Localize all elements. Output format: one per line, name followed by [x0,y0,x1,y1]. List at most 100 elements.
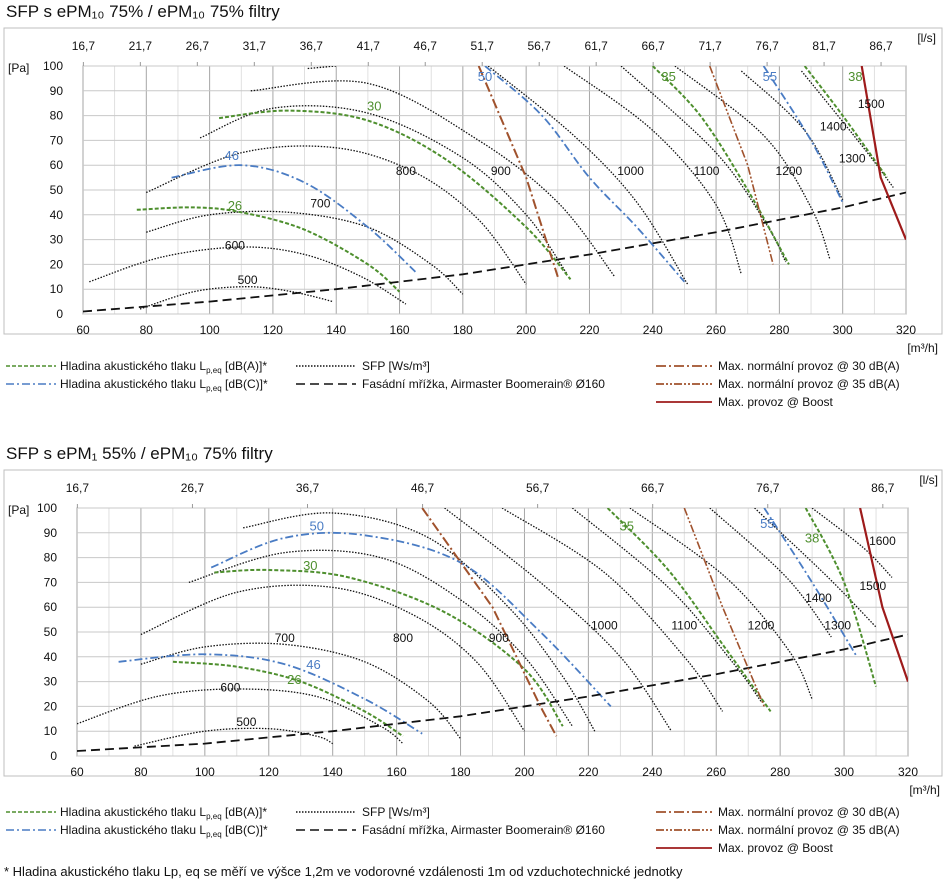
series-group [77,508,908,752]
y-tick-label: 30 [50,233,64,247]
y-tick-label: 0 [56,307,63,321]
sound-level-label: 26 [228,198,242,213]
x-tick-label: 120 [259,765,279,779]
legend-label: Max. provoz @ Boost [718,841,834,855]
x2-tick-label: 31,7 [243,39,267,53]
series-line-sfp [740,70,844,201]
legend-label: Max. provoz @ Boost [718,395,834,409]
series-line-dBA [214,568,564,727]
legend-label: Max. normální provoz @ 35 dB(A) [718,377,900,391]
legend-label: Fasádní mřížka, Airmaster Boomerain® Ø16… [362,377,605,391]
x-tick-label: 220 [578,765,598,779]
x2-tick-label: 56,7 [528,39,552,53]
series-line-dBA [804,508,877,687]
x-tick-label: 280 [770,765,790,779]
footnote: * Hladina akustického tlaku Lp, eq se mě… [4,864,683,879]
sound-level-label: 30 [367,99,381,114]
sfp-value-label: 1500 [858,97,885,111]
sound-level-label: 50 [478,69,492,84]
x2-tick-label: 21,7 [129,39,153,53]
sound-level-label: 55 [763,69,777,84]
x2-tick-label: 81,7 [812,39,836,53]
x-tick-label: 160 [390,323,410,337]
sfp-value-label: 1400 [820,119,847,133]
x-tick-label: 180 [453,323,473,337]
series-line-sfp [250,80,616,278]
sfp-value-label: 1500 [859,579,886,593]
series-line-max30 [477,66,559,278]
sound-level-label: 30 [303,558,317,573]
x-tick-label: 100 [195,765,215,779]
sound-level-label: 38 [848,69,862,84]
series-line-dBC [171,164,417,273]
x-tick-label: 160 [387,765,407,779]
y-tick-label: 10 [50,282,64,296]
y-tick-label: 40 [50,208,64,222]
x-tick-label: 260 [706,765,726,779]
sound-level-label: 35 [620,518,634,533]
series-line-sfp [811,508,893,578]
x-tick-label: 240 [642,765,662,779]
y-axis-label: [Pa] [8,503,29,517]
series-line-dBA [218,109,572,280]
x2-tick-label: 36,7 [296,481,320,495]
series-line-sfp [77,688,404,745]
sound-level-label: 55 [760,516,774,531]
y-tick-label: 100 [37,501,57,515]
legend-label: SFP [Ws/m³] [362,359,430,373]
x2-tick-label: 76,7 [755,39,779,53]
sfp-value-label: 900 [489,631,509,645]
x-tick-label: 320 [898,765,918,779]
series-line-grille [77,633,908,752]
series-line-dBC [484,66,686,283]
x-tick-label: 260 [706,323,726,337]
sfp-value-label: 900 [491,164,511,178]
chart-1-title: SFP s ePM₁₀ 75% / ePM₁₀ 75% filtry [6,2,280,21]
series-line-sfp [89,246,407,305]
legend-label: SFP [Ws/m³] [362,805,430,819]
series-line-sfp [140,584,526,732]
series-line-dBA [652,66,790,265]
x2-tick-label: 46,7 [411,481,435,495]
y-tick-label: 90 [44,526,58,540]
x-tick-label: 300 [833,323,853,337]
x2-tick-label: 56,7 [526,481,550,495]
series-line-boost [860,66,906,241]
legend-label: Hladina akustického tlaku Lp,eq [dB(A)]* [60,805,267,821]
legend-label: Max. normální provoz @ 30 dB(A) [718,805,900,819]
sound-level-label: 38 [805,531,819,546]
y-tick-label: 60 [44,600,58,614]
y-tick-label: 0 [50,749,57,763]
series-line-sfp [563,66,743,275]
series-line-sfp [134,727,334,747]
series-line-sfp [140,642,461,740]
x-tick-label: 140 [323,765,343,779]
x-tick-label: 200 [514,765,534,779]
series-line-sfp [139,286,334,310]
sfp-value-label: 1100 [671,619,697,633]
chart-frame [3,27,943,335]
sfp-value-label: 800 [396,164,416,178]
chart-2: 60 80 100 120 140 160 180 200 220 240 260 280 300 320… [3,469,943,855]
sound-level-label: 26 [287,672,301,687]
sfp-value-label: 1600 [869,534,896,548]
x2-tick-label: 66,7 [641,481,665,495]
y-tick-label: 30 [44,675,58,689]
x-tick-label: 300 [834,765,854,779]
series-line-dBA [136,206,401,293]
chart-frame [3,469,943,777]
series-line-sfp [571,508,762,702]
y-tick-label: 10 [44,724,58,738]
x-tick-label: 60 [70,765,84,779]
series-line-sfp [243,512,596,732]
sfp-value-label: 500 [236,715,256,729]
x2-tick-label: 61,7 [584,39,608,53]
sound-level-label: 35 [661,69,675,84]
x2-axis-label: [l/s] [919,473,938,487]
series-line-grille [83,191,906,313]
series-line-sfp [629,508,813,700]
legend-label: Fasádní mřížka, Airmaster Boomerain® Ø16… [362,823,605,837]
sfp-value-label: 600 [220,681,240,695]
x2-tick-label: 76,7 [756,481,780,495]
